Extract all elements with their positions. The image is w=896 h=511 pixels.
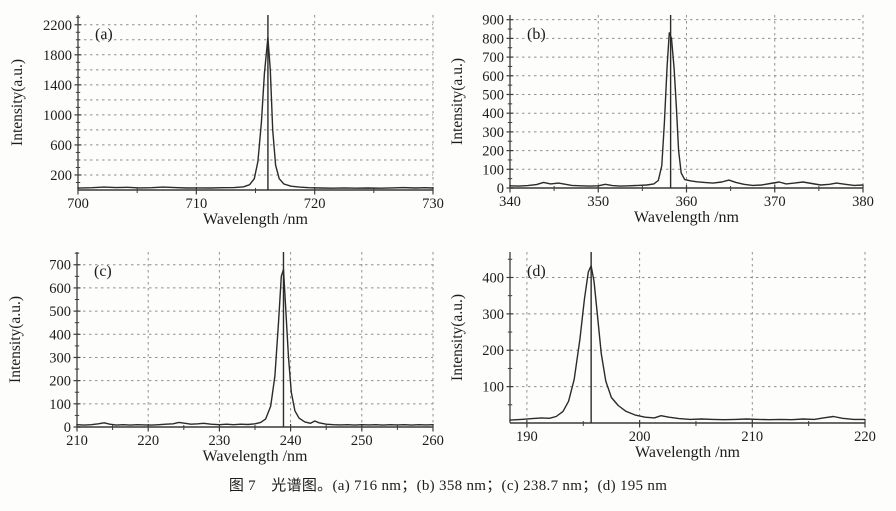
panel-a-chart: 200 600 1000 1400 1800 2200 700 710 720 730 (a) Int… [0, 0, 448, 232]
y-tick-label: 100 [49, 397, 71, 413]
x-tick-label: 720 [304, 196, 326, 212]
y-tick-label: 300 [482, 307, 504, 323]
x-tick-label: 260 [422, 433, 444, 449]
x-tick-label: 380 [852, 194, 874, 210]
x-axis-title: Wavelength /nm [634, 209, 739, 226]
y-axis-title: Intensity(a.u.) [7, 296, 24, 383]
y-tick-label: 1400 [43, 78, 72, 94]
x-tick-label: 210 [66, 433, 88, 449]
panel-d-chart: 100 200 300 400 190 200 210 220 (d) Intensity(a.u… [448, 232, 896, 470]
y-tick-label: 200 [50, 168, 72, 184]
spectrum-curve [76, 268, 434, 426]
x-tick-label: 230 [209, 433, 231, 449]
y-tick-label: 300 [49, 350, 71, 366]
panel-letter: (c) [94, 263, 112, 280]
figure-caption: 图 7 光谱图。(a) 716 nm；(b) 358 nm；(c) 238.7 … [228, 478, 668, 494]
spectrum-chart-c: 0 100 200 300 400 500 600 700 210 220 230 240 250 260… [7, 252, 444, 465]
y-axis-title: Intensity(a.u.) [449, 294, 466, 381]
panel-b-chart: 0 100 200 300 400 500 600 700 800 900 340 350 360 370… [448, 0, 896, 232]
spectrum-chart-a: 200 600 1000 1400 1800 2200 700 710 720 730 (a) Int… [9, 15, 444, 228]
y-tick-label: 900 [482, 13, 504, 29]
y-tick-label: 0 [64, 420, 71, 436]
x-tick-label: 350 [587, 194, 609, 210]
spectrum-curve [509, 265, 866, 421]
y-tick-label: 800 [482, 31, 504, 47]
spectrum-curve [509, 32, 864, 187]
y-tick-label: 700 [49, 258, 71, 274]
x-tick-label: 190 [516, 429, 538, 445]
spectrum-chart-d: 100 200 300 400 190 200 210 220 (d) Intensity(a.u… [449, 252, 876, 461]
panel-letter: (b) [527, 26, 546, 43]
panel-letter: (a) [95, 26, 113, 43]
y-tick-label: 600 [482, 69, 504, 85]
y-tick-label: 400 [482, 270, 504, 286]
y-tick-label: 700 [482, 50, 504, 66]
x-tick-label: 700 [67, 196, 89, 212]
y-tick-label: 500 [482, 87, 504, 103]
y-tick-label: 400 [49, 327, 71, 343]
y-axis-title: Intensity(a.u.) [9, 59, 26, 146]
x-axis-title: Wavelength /nm [203, 211, 308, 228]
y-tick-label: 1800 [43, 48, 72, 64]
y-tick-label: 1000 [43, 108, 72, 124]
y-tick-label: 600 [49, 281, 71, 297]
x-tick-label: 340 [499, 194, 521, 210]
x-axis-title: Wavelength /nm [635, 444, 740, 461]
y-tick-label: 400 [482, 106, 504, 122]
y-tick-label: 200 [482, 144, 504, 160]
x-tick-label: 250 [351, 433, 373, 449]
y-tick-label: 0 [497, 181, 504, 197]
y-tick-label: 100 [482, 380, 504, 396]
x-tick-label: 240 [280, 433, 302, 449]
y-tick-label: 500 [49, 304, 71, 320]
x-axis-title: Wavelength /nm [203, 448, 308, 465]
y-tick-label: 600 [50, 138, 72, 154]
x-tick-label: 220 [137, 433, 159, 449]
y-tick-label: 200 [49, 374, 71, 390]
y-tick-label: 2200 [43, 18, 72, 34]
spectrum-curve [77, 36, 434, 189]
y-tick-label: 100 [482, 162, 504, 178]
x-tick-label: 730 [422, 196, 444, 212]
panel-letter: (d) [527, 263, 546, 280]
x-tick-label: 200 [629, 429, 651, 445]
y-axis-title: Intensity(a.u.) [449, 58, 466, 145]
x-tick-label: 710 [185, 196, 207, 212]
panel-c-chart: 0 100 200 300 400 500 600 700 210 220 230 240 250 260… [0, 232, 448, 470]
x-tick-label: 210 [741, 429, 763, 445]
spectrum-chart-b: 0 100 200 300 400 500 600 700 800 900 340 350 360 370… [449, 13, 874, 226]
x-tick-label: 360 [676, 194, 698, 210]
y-tick-label: 200 [482, 343, 504, 359]
y-tick-label: 300 [482, 125, 504, 141]
x-tick-label: 370 [764, 194, 786, 210]
x-tick-label: 220 [854, 429, 876, 445]
